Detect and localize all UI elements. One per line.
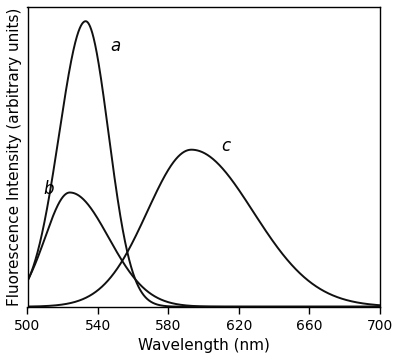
Text: c: c [221,138,230,156]
Y-axis label: Fluorescence Intensity (arbitrary units): Fluorescence Intensity (arbitrary units) [7,8,22,306]
X-axis label: Wavelength (nm): Wavelength (nm) [138,338,270,353]
Text: a: a [110,37,120,55]
Text: b: b [43,180,54,198]
